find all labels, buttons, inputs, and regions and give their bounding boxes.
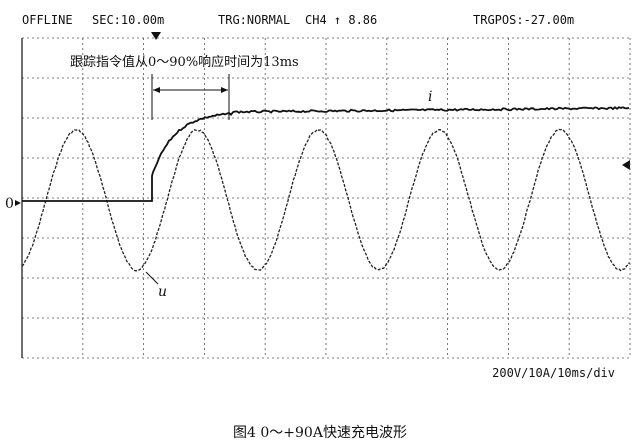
voltage-leader [145, 271, 159, 285]
trigger-position: TRGPOS:-27.00m [473, 13, 574, 27]
caption: 图4 0～+90A快速充电波形 [233, 425, 407, 441]
zero-marker [15, 200, 21, 206]
annotation: 跟踪指令值从0～90%响应时间为13ms [70, 54, 299, 70]
time-base: SEC:10.00m [92, 13, 164, 27]
voltage-waveform [21, 128, 631, 272]
scale: 200V/10A/10ms/div [492, 366, 615, 380]
current-waveform [22, 106, 630, 202]
current-label: i [428, 89, 432, 105]
mode: OFFLINE [22, 13, 73, 27]
trigger-mode: TRG:NORMAL [218, 13, 290, 27]
voltage-label: u [158, 284, 167, 300]
level-marker [622, 160, 630, 170]
grid [22, 37, 631, 359]
channel-info: CH4 ↑ 8.86 [305, 13, 377, 27]
trigger-marker [151, 32, 161, 40]
zero-label: 0 [5, 196, 14, 212]
